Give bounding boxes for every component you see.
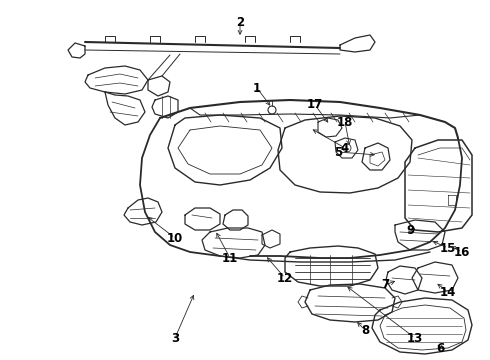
Text: 11: 11 <box>222 252 238 265</box>
Text: 3: 3 <box>171 332 179 345</box>
Text: 16: 16 <box>454 246 470 258</box>
Text: 12: 12 <box>277 271 293 284</box>
Text: 14: 14 <box>440 285 456 298</box>
Text: 10: 10 <box>167 231 183 244</box>
Text: 18: 18 <box>337 116 353 129</box>
Text: 4: 4 <box>341 141 349 154</box>
Text: 13: 13 <box>407 332 423 345</box>
Text: 6: 6 <box>436 342 444 355</box>
Text: 9: 9 <box>406 224 414 237</box>
Text: 17: 17 <box>307 99 323 112</box>
Text: 7: 7 <box>381 279 389 292</box>
Text: 15: 15 <box>440 242 456 255</box>
Text: 8: 8 <box>361 324 369 337</box>
Text: 1: 1 <box>253 81 261 94</box>
Text: 2: 2 <box>236 15 244 28</box>
Text: 5: 5 <box>334 145 342 158</box>
